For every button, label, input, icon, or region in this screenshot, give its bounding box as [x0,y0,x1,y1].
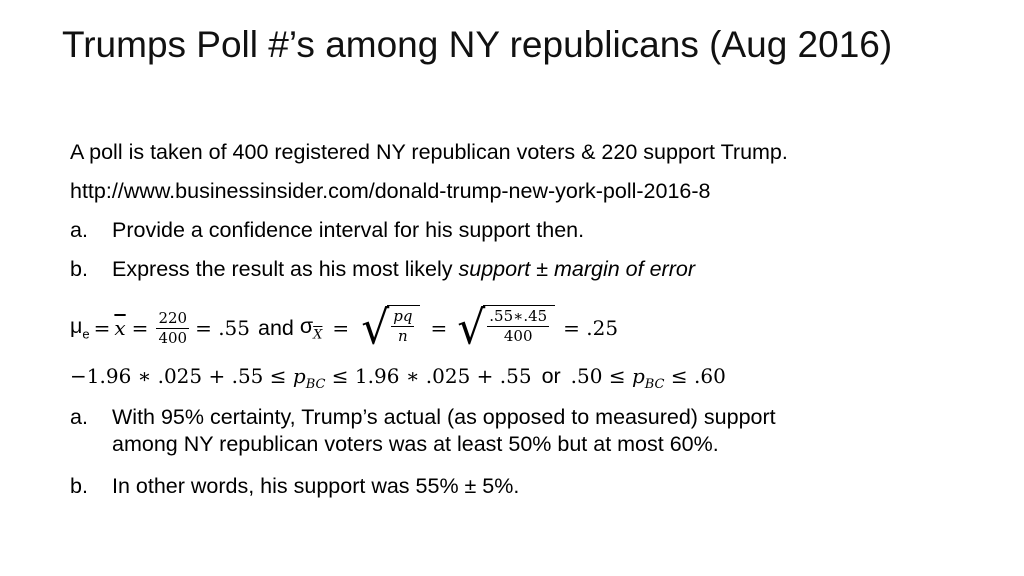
slide-title: Trumps Poll #’s among NY republicans (Au… [62,24,893,65]
mu-symbol: μe [70,314,90,342]
interval-right-post: ≤ .60 [664,364,726,388]
eq-6: = .25 [563,316,619,340]
task-text-b: Express the result as his most likely su… [112,257,695,282]
conclusion-a-line2: among NY republican voters was at least … [112,432,719,456]
source-url: http://www.businessinsider.com/donald-tr… [70,179,711,203]
interval-mid: ≤ 1.96 ∗ .025 + .55 [325,364,532,388]
task-item-b: b. Express the result as his most likely… [70,257,695,282]
xbar-symbol: x [114,316,126,340]
eq-2: = [131,316,149,340]
eq-4: = [332,316,350,340]
task-b-plusminus: ± [530,257,554,281]
p-bc-1: pBC [292,364,326,392]
fraction-220-400: 220 400 [156,308,190,347]
conclusion-b-text: In other words, his support was 55% ± 5%… [112,474,520,498]
task-text-a: Provide a confidence interval for his su… [112,218,585,242]
task-b-support: support [458,257,531,281]
conclusion-item-a: a. With 95% certainty, Trump’s actual (a… [70,405,776,457]
task-item-a: a. Provide a confidence interval for his… [70,218,584,243]
p-bc-2: pBC [631,364,665,392]
formula-interval: −1.96 ∗ .025 + .55 ≤ pBC ≤ 1.96 ∗ .025 +… [70,364,726,392]
conclusion-item-b: b. In other words, his support was 55% ±… [70,474,519,499]
conclusion-marker-a: a. [70,405,88,429]
sqrt-pq-n: √ pq n [361,305,421,352]
sigma-symbol: σX [299,313,323,343]
interval-left: −1.96 ∗ .025 + .55 ≤ [70,364,293,388]
task-marker-b: b. [70,257,88,281]
sqrt-55-45-400: √ .55∗.45 400 [457,305,556,352]
task-b-pre: Express the result as his most likely [112,257,459,281]
and-word: and [258,315,294,340]
eq-5: = [430,316,448,340]
interval-right-pre: .50 ≤ [570,364,632,388]
conclusion-a-line1: With 95% certainty, Trump’s actual (as o… [112,405,776,429]
task-b-margin: margin of error [553,257,695,281]
eq-1: = [93,316,111,340]
or-word: or [541,364,561,388]
formula-mean-sd: μe = x = 220 400 = .55 and σX = √ pq n = … [70,296,618,360]
conclusion-marker-b: b. [70,474,88,498]
task-marker-a: a. [70,218,88,242]
intro-text: A poll is taken of 400 registered NY rep… [70,140,788,164]
eq-3: = .55 [195,316,250,340]
